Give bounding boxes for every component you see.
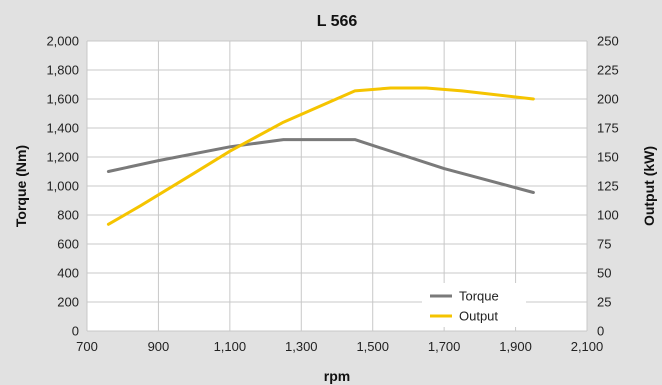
x-axis-title: rpm xyxy=(324,368,350,384)
y-left-tick-label: 2,000 xyxy=(46,34,79,49)
y-left-tick-label: 800 xyxy=(57,208,79,223)
y-right-tick-label: 200 xyxy=(597,92,619,107)
y-right-axis-title: Output (kW) xyxy=(641,146,657,226)
tick-labels: 0 0 200 25 400 50 600 75 800 100 1,000 125 1,200 150 1… xyxy=(46,34,618,355)
y-right-tick-label: 75 xyxy=(597,237,611,252)
x-tick-label: 700 xyxy=(76,339,98,354)
legend-background xyxy=(422,283,526,327)
y-right-tick-label: 25 xyxy=(597,295,611,310)
x-tick-label: 1,300 xyxy=(285,339,318,354)
y-right-tick-label: 175 xyxy=(597,121,619,136)
y-right-tick-label: 150 xyxy=(597,150,619,165)
y-right-tick-label: 250 xyxy=(597,34,619,49)
y-right-tick-label: 0 xyxy=(597,324,604,339)
x-tick-label: 1,100 xyxy=(214,339,247,354)
y-left-axis-title: Torque (Nm) xyxy=(13,145,29,227)
y-right-tick-label: 100 xyxy=(597,208,619,223)
legend-label-output: Output xyxy=(459,309,498,324)
x-tick-label: 900 xyxy=(148,339,170,354)
series-layer xyxy=(106,86,535,226)
y-right-tick-label: 225 xyxy=(597,63,619,78)
y-right-tick-label: 50 xyxy=(597,266,611,281)
legend: Torque Output xyxy=(422,283,526,327)
y-left-tick-label: 600 xyxy=(57,237,79,252)
y-right-tick-label: 125 xyxy=(597,179,619,194)
y-left-tick-label: 1,800 xyxy=(46,63,79,78)
grid-lines xyxy=(86,40,588,332)
legend-label-torque: Torque xyxy=(459,289,499,304)
y-left-tick-label: 1,200 xyxy=(46,150,79,165)
y-left-tick-label: 0 xyxy=(72,324,79,339)
x-tick-label: 1,500 xyxy=(356,339,389,354)
chart-title: L 566 xyxy=(317,13,358,30)
x-tick-label: 1,900 xyxy=(499,339,532,354)
y-left-tick-label: 200 xyxy=(57,295,79,310)
y-left-tick-label: 1,400 xyxy=(46,121,79,136)
x-tick-label: 1,700 xyxy=(428,339,461,354)
y-left-tick-label: 1,000 xyxy=(46,179,79,194)
series-line-output xyxy=(106,86,535,226)
x-tick-label: 2,100 xyxy=(571,339,604,354)
y-left-tick-label: 1,600 xyxy=(46,92,79,107)
y-left-tick-label: 400 xyxy=(57,266,79,281)
